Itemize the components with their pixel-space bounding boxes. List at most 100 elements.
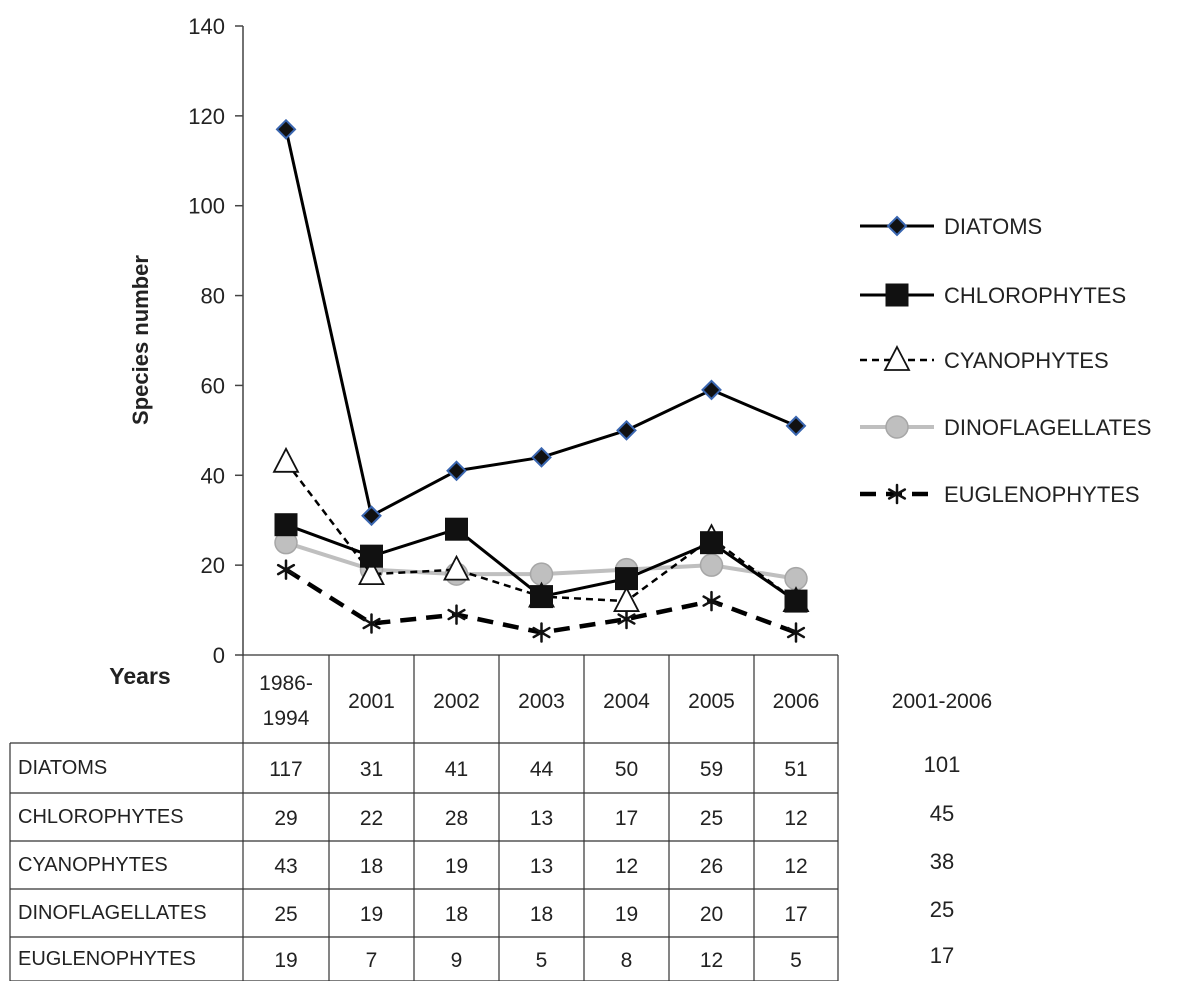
totals-header: 2001-2006 — [892, 690, 992, 713]
data-point — [785, 415, 807, 437]
legend-item: CYANOPHYTES — [860, 345, 1109, 373]
table-cell: 22 — [360, 807, 383, 830]
table-cell: 20 — [700, 903, 723, 926]
data-point — [275, 118, 297, 140]
series-dinoflagellates — [274, 530, 808, 591]
data-point — [615, 567, 638, 591]
data-point — [616, 419, 637, 441]
y-tick-label: 120 — [188, 104, 225, 129]
asterisk-stroke — [447, 608, 466, 621]
y-tick-label: 140 — [188, 14, 225, 39]
table-cell: 18 — [530, 903, 553, 926]
column-header: 2002 — [433, 690, 480, 713]
series-chlorophytes — [274, 513, 808, 613]
asterisk-stroke — [532, 626, 551, 639]
legend: DIATOMS CHLOROPHYTES CYANOPHYTES DINOFLAGEL… — [860, 214, 1151, 507]
table-cell: 31 — [360, 758, 383, 781]
table-cell: 19 — [615, 903, 638, 926]
table-cell: 12 — [700, 949, 723, 972]
table-cell: 41 — [445, 758, 468, 781]
table-cell: 19 — [274, 949, 297, 972]
legend-item: DIATOMS — [860, 214, 1042, 239]
legend-item: CHLOROPHYTES — [860, 283, 1126, 308]
table-cell: 18 — [445, 903, 468, 926]
data-point — [885, 283, 909, 307]
legend-label: EUGLENOPHYTES — [944, 482, 1140, 507]
data-point — [445, 517, 468, 541]
column-header: 2006 — [773, 690, 820, 713]
y-tick-label: 100 — [188, 194, 225, 219]
data-point — [784, 589, 808, 613]
table-cell: 13 — [530, 807, 553, 830]
data-point — [613, 586, 640, 612]
table-cell: 5 — [790, 949, 802, 972]
table-cell: 51 — [784, 758, 807, 781]
data-point — [883, 345, 911, 371]
asterisk-stroke — [702, 595, 721, 607]
table-cell: 26 — [700, 855, 723, 878]
table-cell: 44 — [530, 758, 554, 781]
total-cell: 38 — [930, 849, 954, 874]
table-cell: 19 — [445, 855, 468, 878]
table-cell: 43 — [274, 855, 297, 878]
y-tick-label: 80 — [201, 284, 225, 309]
y-tick-label: 60 — [201, 373, 225, 398]
data-point — [276, 559, 296, 580]
total-cell: 17 — [930, 943, 954, 968]
table-cell: 50 — [615, 758, 638, 781]
table-cell: 25 — [700, 807, 723, 830]
data-point — [699, 553, 724, 577]
asterisk-stroke — [887, 488, 907, 500]
data-point — [362, 613, 381, 634]
table-cell: 13 — [530, 855, 553, 878]
legend-item: DINOFLAGELLATES — [860, 415, 1151, 440]
table-cell: 117 — [269, 758, 302, 781]
y-axis-label: Species number — [128, 255, 153, 425]
legend-label: DIATOMS — [944, 214, 1042, 239]
series-euglenophytes — [276, 559, 806, 643]
table-cell: 9 — [451, 949, 463, 972]
table-cell: 19 — [360, 903, 383, 926]
column-header: 2004 — [603, 690, 650, 713]
table-cell: 12 — [784, 855, 807, 878]
series-layer — [272, 118, 810, 643]
asterisk-stroke — [617, 613, 636, 625]
data-point — [274, 513, 298, 537]
row-label: CHLOROPHYTES — [18, 806, 184, 828]
data-point — [700, 531, 723, 555]
table-cell: 12 — [615, 855, 638, 878]
legend-label: CYANOPHYTES — [944, 348, 1109, 373]
asterisk-stroke — [276, 563, 296, 576]
table-cell: 7 — [366, 949, 378, 972]
data-point — [887, 483, 907, 505]
table-cell: 25 — [274, 903, 297, 926]
data-point — [361, 505, 382, 527]
total-cell: 45 — [930, 801, 954, 826]
data-point — [702, 590, 721, 612]
chart-axes: 0 20 40 60 80 100 120 140 — [188, 14, 244, 668]
row-label: DINOFLAGELLATES — [18, 902, 207, 924]
legend-label: DINOFLAGELLATES — [944, 415, 1151, 440]
y-tick-label: 40 — [201, 463, 225, 488]
data-table: Years 1986- 1994 2001 2002 2003 2004 2005 2006 20… — [9, 654, 992, 981]
table-cell: 5 — [536, 949, 548, 972]
y-tick-label: 0 — [213, 643, 225, 668]
asterisk-stroke — [362, 617, 381, 630]
asterisk-stroke — [786, 626, 806, 639]
legend-label: CHLOROPHYTES — [944, 283, 1126, 308]
table-cell: 17 — [615, 807, 638, 830]
data-point — [886, 215, 908, 237]
data-point — [360, 544, 383, 568]
y-tick-label: 20 — [201, 553, 225, 578]
data-point — [443, 554, 470, 581]
table-cell: 12 — [784, 807, 807, 830]
table-cell: 28 — [445, 807, 468, 830]
data-point — [272, 446, 300, 473]
column-header: 2001 — [348, 690, 395, 713]
table-cell: 29 — [274, 807, 297, 830]
row-label: EUGLENOPHYTES — [18, 948, 196, 970]
data-point — [786, 622, 806, 643]
column-header: 2005 — [688, 690, 735, 713]
data-point — [532, 622, 551, 643]
